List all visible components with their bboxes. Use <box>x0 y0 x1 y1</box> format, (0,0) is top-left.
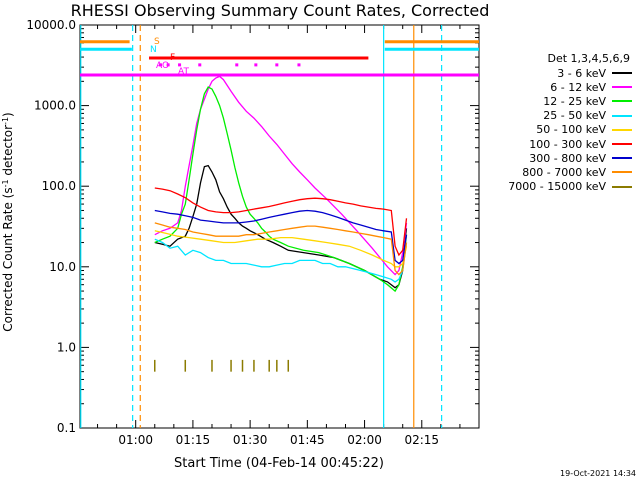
flag-label-at: AT <box>178 67 189 77</box>
x-tick-label: 01:00 <box>118 433 153 447</box>
flag-label-s: S <box>154 37 160 47</box>
legend-swatch <box>612 185 632 188</box>
legend-swatch <box>612 128 632 131</box>
flag-dot-ao <box>178 63 182 67</box>
legend-item: 300 - 800 keV <box>480 151 632 165</box>
legend-item: 3 - 6 keV <box>480 66 632 80</box>
series-line-6 <box>154 187 408 257</box>
legend-swatch <box>612 171 632 174</box>
legend-swatch <box>612 143 632 146</box>
legend-label: 50 - 100 keV <box>536 123 606 137</box>
y-tick-label: 100.0 <box>42 179 76 193</box>
x-tick-label: 01:15 <box>176 433 211 447</box>
legend-label: 12 - 25 keV <box>543 94 606 108</box>
y-axis-label: Corrected Count Rate (s-1 detector-1) <box>1 112 16 331</box>
legend-item: 12 - 25 keV <box>480 94 632 108</box>
legend: Det 1,3,4,5,6,9 3 - 6 keV 6 - 12 keV 12 - … <box>480 52 632 194</box>
series-line-5 <box>154 230 408 268</box>
flag-dot-ao <box>297 63 301 67</box>
legend-item: 800 - 7000 keV <box>480 165 632 179</box>
flag-dot-ao <box>275 63 279 67</box>
series-line-2 <box>154 75 408 276</box>
y-label-close: ) <box>1 112 15 117</box>
y-tick-label: 10.0 <box>49 260 76 274</box>
y-label-end: detector <box>1 125 15 180</box>
series-line-4 <box>154 238 408 283</box>
legend-swatch <box>612 100 632 103</box>
flag-dot-ao <box>158 63 162 67</box>
legend-label: 25 - 50 keV <box>543 109 606 123</box>
legend-swatch <box>612 72 632 75</box>
x-tick-label: 02:00 <box>347 433 382 447</box>
legend-label: 800 - 7000 keV <box>522 165 606 179</box>
y-tick-label: 1.0 <box>57 340 76 354</box>
y-label-sup: -1 <box>1 179 10 187</box>
legend-swatch <box>612 86 632 89</box>
legend-item: 7000 - 15000 keV <box>480 180 632 194</box>
flag-label-ao: AO <box>156 61 169 71</box>
x-axis-label: Start Time (04-Feb-14 00:45:22) <box>174 456 384 471</box>
legend-item: 50 - 100 keV <box>480 123 632 137</box>
y-tick-label: 0.1 <box>57 421 76 435</box>
x-tick-label: 02:15 <box>404 433 439 447</box>
x-tick-label: 01:45 <box>290 433 325 447</box>
legend-item: 6 - 12 keV <box>480 80 632 94</box>
y-label-main: Corrected Count Rate (s <box>1 187 15 331</box>
legend-swatch <box>612 114 632 117</box>
flag-dot-ao <box>254 63 258 67</box>
legend-label: 100 - 300 keV <box>529 137 606 151</box>
legend-item: 25 - 50 keV <box>480 109 632 123</box>
legend-header: Det 1,3,4,5,6,9 <box>547 52 630 65</box>
legend-label: 300 - 800 keV <box>529 151 606 165</box>
flag-label-f: F <box>170 53 175 63</box>
legend-label: 7000 - 15000 keV <box>508 180 606 194</box>
x-tick-label: 01:30 <box>233 433 268 447</box>
legend-label: 3 - 6 keV <box>557 66 606 80</box>
legend-item: 100 - 300 keV <box>480 137 632 151</box>
legend-label: 6 - 12 keV <box>550 80 606 94</box>
y-tick-label: 10000.0 <box>26 18 76 32</box>
series-line-7 <box>154 209 408 265</box>
y-label-sup2: -1 <box>1 117 10 125</box>
flag-dot-ao <box>166 63 170 67</box>
timestamp: 19-Oct-2021 14:34 <box>560 469 636 478</box>
legend-rows: 3 - 6 keV 6 - 12 keV 12 - 25 keV 25 - 50 ke… <box>480 66 632 194</box>
flag-dot-ao <box>198 63 202 67</box>
series-line-3 <box>154 86 408 293</box>
plot-area: 10000.0 1000.0 100.0 10.0 1.0 0.1 01:00 01:15 01… <box>26 18 480 447</box>
flag-dot-ao <box>235 63 239 67</box>
chart-title: RHESSI Observing Summary Count Rates, Co… <box>71 1 490 20</box>
flag-label-n: N <box>150 45 157 55</box>
plot-frame <box>79 24 480 429</box>
legend-swatch <box>612 157 632 160</box>
series-line-8 <box>154 222 408 276</box>
y-tick-label: 1000.0 <box>34 99 76 113</box>
